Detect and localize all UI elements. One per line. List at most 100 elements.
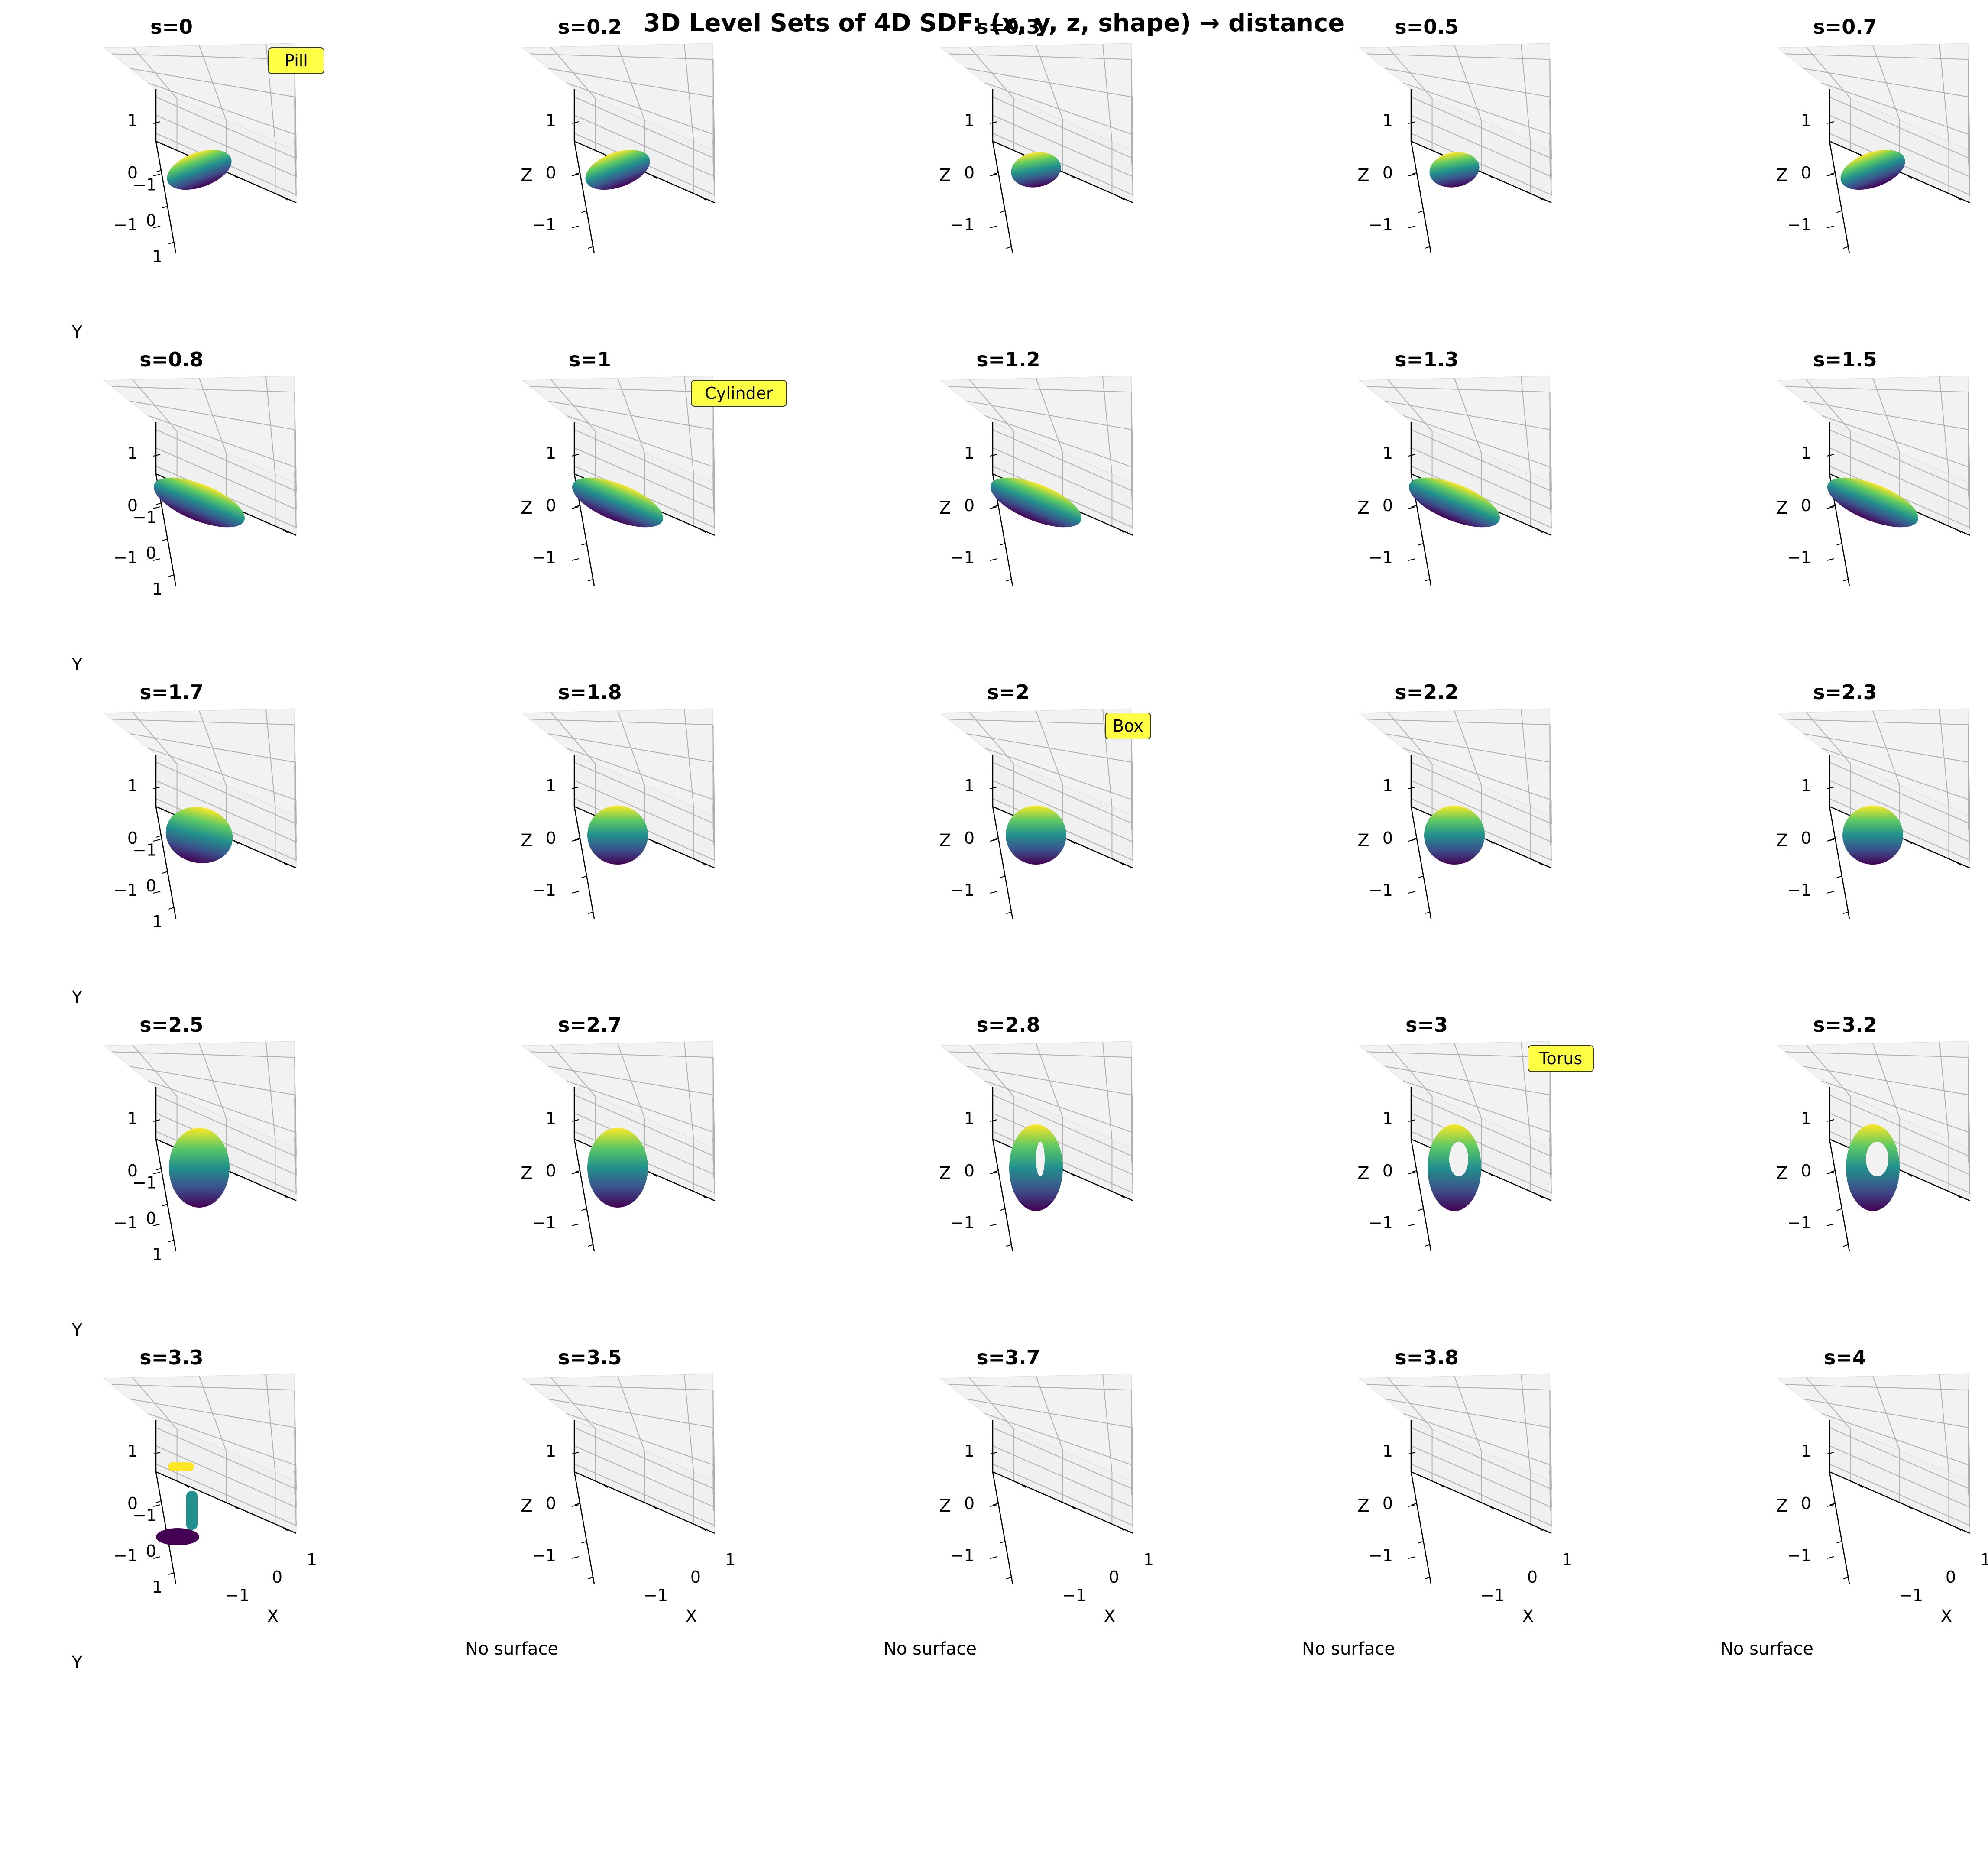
gridline [548,1399,714,1428]
y-tick-label: 1 [152,580,162,599]
gridline [265,1042,276,1140]
x-tick [1119,1194,1125,1198]
y-tick [168,242,174,245]
gridline [1521,1042,1531,1140]
subplot-23: 1 0 −1 Z 1 0 −1 Xs=3.7 No surface [884,1346,1154,1659]
y-tick-label: −1 [133,175,157,194]
gridline [992,1095,1133,1157]
gridline [1939,709,1949,807]
level-set-surface [1827,477,1919,528]
gridline [1829,1427,1970,1490]
subplot-20: 1 0 −1 Zs=3.2 [1776,1013,1970,1252]
gridline [1366,1051,1550,1058]
shape-badge-label: Torus [1539,1049,1583,1068]
subplot-title: s=2.2 [1395,680,1458,704]
subplot-title: s=0.5 [1395,15,1458,39]
z-tick [571,226,579,228]
z-tick [153,174,161,176]
z-tick-label: 1 [1801,776,1811,795]
z-axis-label: Z [939,1163,951,1183]
gridline [548,733,714,763]
z-tick [1408,1556,1416,1559]
y-tick [1424,579,1430,582]
y-axis-label: Y [71,1653,83,1673]
x-tick [700,1194,706,1198]
subplot-7: 1 0 −1 Zs=1 Cylinder [521,348,787,586]
z-tick-label: −1 [1787,215,1811,234]
y-tick [1829,505,1836,508]
z-axis-label: Z [521,1163,532,1183]
x-tick [1488,1505,1494,1509]
level-set-surface [1009,1124,1063,1211]
shape-badge-label: Pill [285,51,308,70]
subplot-24: 1 0 −1 Z 1 0 −1 Xs=3.8 No surface [1302,1346,1572,1659]
y-tick [581,1541,587,1544]
z-tick [153,226,161,228]
z-tick-label: 1 [1383,444,1393,463]
x-axis-label: X [1940,1607,1952,1626]
x-tick [1537,196,1543,201]
y-axis-line [1829,806,1850,919]
shape-badge-box [1528,1045,1594,1072]
y-tick [581,1208,587,1211]
y-tick [574,1503,580,1506]
y-tick [1411,505,1417,508]
y-tick [581,210,587,213]
level-set-surface [1842,806,1903,865]
z-tick-label: 1 [964,444,975,463]
gridline [948,53,1132,60]
subplot-title: s=3.2 [1813,1013,1877,1037]
y-tick [993,505,999,508]
z-axis-label: Z [521,165,532,185]
y-tick [1006,1577,1012,1580]
z-tick-label: 0 [964,496,975,515]
torus-hole [1036,1142,1045,1176]
gridline [548,401,714,430]
gridline [1803,733,1969,763]
shape-badge: Torus [1528,1045,1594,1072]
x-tick [1537,528,1543,533]
z-tick [153,787,161,789]
y-tick-label: 1 [152,1577,162,1597]
level-set-surface [1011,152,1061,188]
z-tick-label: 0 [127,496,138,515]
z-tick-label: 0 [1801,829,1811,848]
no-surface-label: No surface [884,1639,977,1659]
gridline [1102,709,1113,807]
y-tick [1842,1577,1849,1580]
z-tick [1826,787,1834,789]
x-tick [1069,840,1075,844]
gridline [1939,376,1949,474]
surface-fragment [168,1462,194,1471]
x-tick [1956,528,1962,533]
x-tick [1488,840,1494,844]
y-tick [993,837,999,840]
z-tick [1826,839,1834,842]
z-tick [1826,1224,1834,1226]
y-axis-label: Y [71,322,83,342]
gridline [1411,1427,1552,1490]
x-tick [1906,1173,1912,1177]
y-tick [587,1244,593,1247]
z-tick-label: −1 [532,215,556,234]
x-axis-line [992,140,1133,204]
level-set-surface [572,477,664,528]
z-tick [1408,1504,1416,1507]
gridline [684,1042,694,1140]
y-axis-line [573,806,595,919]
x-tick-label: 0 [690,1568,701,1587]
z-tick [153,121,161,124]
z-tick [1408,226,1416,228]
y-tick [581,543,587,546]
y-tick [1829,1503,1836,1506]
gridline [1521,709,1531,807]
subplot-title: s=2 [987,680,1030,704]
z-tick-label: 1 [127,1109,138,1128]
z-tick [1826,506,1834,509]
z-tick-label: −1 [532,881,556,900]
x-tick-label: 0 [1109,1568,1119,1587]
z-tick [1408,1224,1416,1226]
z-tick [1826,1504,1834,1507]
